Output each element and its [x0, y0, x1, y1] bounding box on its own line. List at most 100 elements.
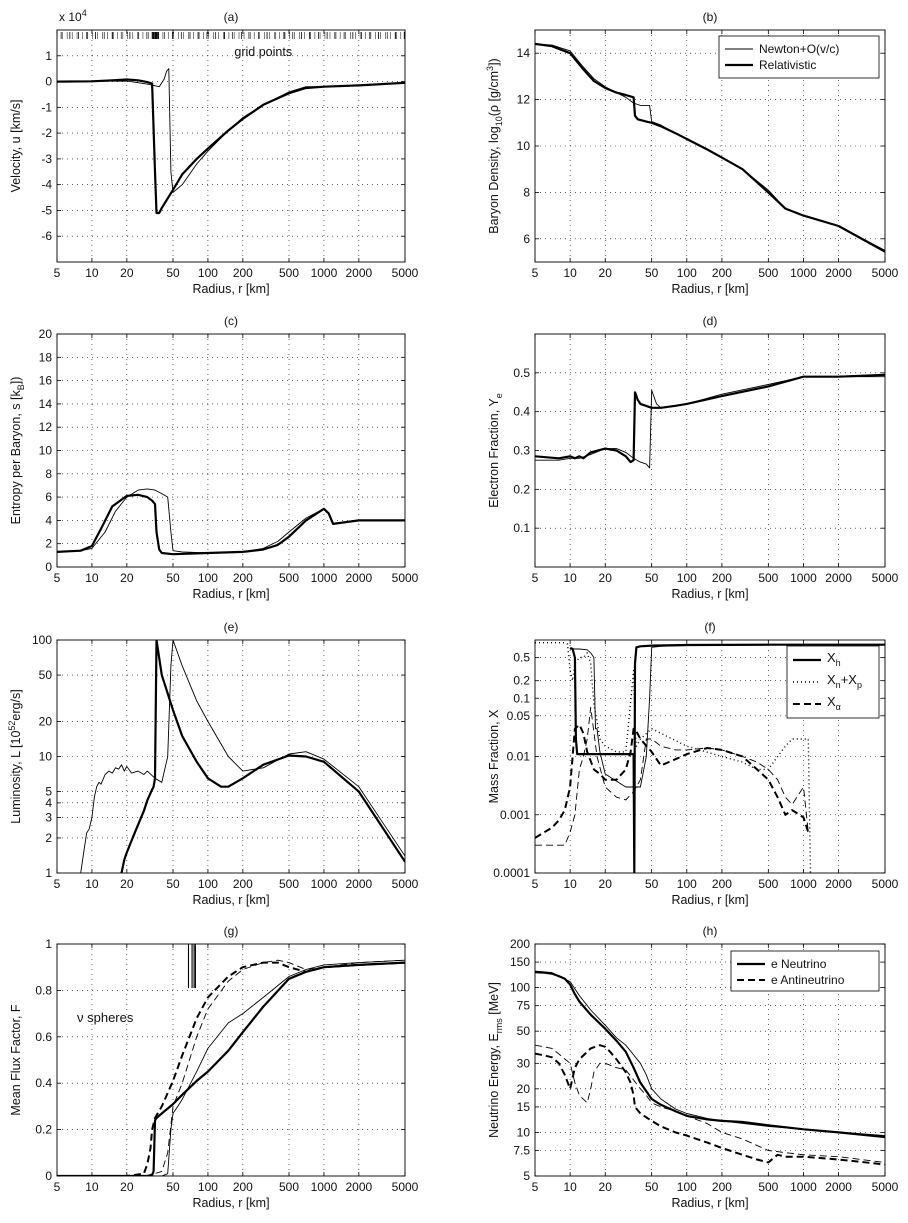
x-tick-label: 1000	[311, 877, 338, 891]
series-group	[80, 640, 405, 873]
x-tick-label: 100	[677, 1180, 697, 1194]
x-tick-label: 50	[645, 571, 659, 585]
y-tick-label: 4	[45, 513, 52, 527]
y-tick-label: 2	[45, 537, 52, 551]
x-tick-label: 1000	[311, 1180, 338, 1194]
y-axis-label: Mean Flux Factor, F	[9, 1004, 23, 1116]
y-tick-label: 14	[39, 397, 53, 411]
panel-f: 5 10 20 50 100 200 500 1000 2000 5000 0.0001 0.001 0…	[487, 620, 899, 907]
x-tick-label: 1000	[311, 571, 338, 585]
y-axis-label: Mass Fraction, X	[487, 709, 501, 803]
x-tick-label: 50	[645, 266, 659, 280]
y-tick-label: 0.0001	[493, 866, 530, 880]
x-tick-label: 200	[233, 266, 253, 280]
panel-a: 5 10 20 50 100 200 500 1000 2000 5000-6-5-4-3-2-1…	[9, 8, 419, 296]
x-tick-label: 50	[166, 1180, 180, 1194]
x-tick-label: 10	[85, 571, 99, 585]
x-tick-label: 500	[279, 1180, 299, 1194]
series-line-2	[535, 970, 885, 1137]
y-tick-label: 14	[517, 46, 531, 60]
x-tick-label: 5000	[872, 877, 899, 891]
legend-entry: Xn+Xp	[827, 672, 862, 690]
x-tick-label: 2000	[825, 266, 852, 280]
x-tick-label: 500	[758, 266, 778, 280]
series-line-1	[57, 961, 405, 1176]
panel-c: 5 10 20 50 100 200 500 1000 2000 5000 0 2 4 6 8 10 12 14 1…	[9, 314, 419, 601]
x-axis-label: Radius, r [km]	[671, 1196, 748, 1210]
y-tick-label: 0	[45, 560, 52, 574]
series-line-5	[535, 706, 809, 846]
legend-entry: Relativistic	[759, 58, 816, 72]
legend-entry: Newton+O(v/c)	[759, 42, 839, 56]
legend: Newton+O(v/c) Relativistic	[718, 35, 880, 79]
x-tick-label: 200	[712, 1180, 732, 1194]
series-line-1	[535, 971, 885, 1139]
y-axis-label: Luminosity, L [1052​erg/s]	[7, 689, 23, 823]
x-tick-label: 50	[166, 266, 180, 280]
y-tick-label: 1	[45, 866, 52, 880]
y-tick-label: 8	[523, 185, 530, 199]
y-tick-label: -3	[41, 152, 52, 166]
y-tick-label: 10	[39, 444, 53, 458]
x-tick-label: 5	[532, 877, 539, 891]
x-tick-label: 500	[758, 877, 778, 891]
legend-entry: e Antineutrino	[771, 973, 845, 987]
y-tick-label: 150	[510, 955, 530, 969]
y-tick-label: 10	[517, 1125, 531, 1139]
x-tick-label: 1000	[790, 571, 817, 585]
x-tick-label: 20	[599, 571, 613, 585]
y-tick-label: 6	[523, 232, 530, 246]
y-tick-label: -1	[41, 100, 52, 114]
x-tick-label: 50	[166, 571, 180, 585]
y-tick-label: 200	[510, 937, 530, 951]
y-tick-label: 0.05	[507, 709, 531, 723]
panel-label: (f)	[704, 620, 715, 634]
y-tick-label: 0	[45, 75, 52, 89]
series-line-1	[569, 643, 885, 873]
y-tick-label: 12	[39, 420, 53, 434]
series-group	[57, 488, 405, 556]
x-tick-label: 2000	[345, 1180, 372, 1194]
y-tick-label: 3	[45, 810, 52, 824]
y-tick-label: 16	[39, 374, 53, 388]
y-tick-label: 7.5	[513, 1143, 530, 1157]
y-axis-label: Baryon Density, log10​(ρ [g/cm3​])	[485, 58, 504, 233]
x-tick-label: 20	[120, 571, 134, 585]
x-tick-label: 2000	[825, 571, 852, 585]
x-tick-label: 2000	[345, 266, 372, 280]
y-tick-label: 12	[517, 93, 531, 107]
x-tick-label: 1000	[790, 877, 817, 891]
x-tick-label: 50	[645, 1180, 659, 1194]
series-group	[535, 642, 885, 873]
x-tick-label: 2000	[825, 877, 852, 891]
y-tick-label: 50	[39, 668, 53, 682]
y-tick-label: 30	[517, 1056, 531, 1070]
y-tick-label: 0.1	[513, 521, 530, 535]
series-line-1	[80, 640, 405, 873]
x-tick-label: 500	[758, 571, 778, 585]
grid-points-label: grid points	[234, 45, 292, 59]
x-tick-label: 5	[532, 571, 539, 585]
y-tick-label: 0.4	[513, 405, 530, 419]
x-axis-label: Radius, r [km]	[671, 282, 748, 296]
series-line-2	[535, 373, 885, 464]
x-tick-label: 50	[645, 877, 659, 891]
x-tick-label: 5000	[392, 1180, 419, 1194]
x-tick-label: 100	[677, 877, 697, 891]
panel-label: (e)	[224, 620, 239, 634]
y-tick-label: 5	[45, 785, 52, 799]
series-line-4	[57, 959, 405, 1176]
y-tick-label: 5	[523, 1169, 530, 1183]
x-tick-label: 10	[563, 266, 577, 280]
legend: Xh Xn+Xp Xα	[786, 645, 880, 719]
y-axis-label: Electron Fraction, Ye​	[487, 393, 504, 508]
y-axis-label: Entropy per Baryon, s [kB​])	[9, 377, 26, 525]
x-tick-label: 5	[54, 1180, 61, 1194]
series-line-1	[57, 68, 405, 193]
y-tick-label: 0.2	[35, 1123, 52, 1137]
y-tick-label: 0.01	[507, 750, 531, 764]
nu-spheres-label: ν spheres	[77, 1010, 134, 1025]
x-tick-label: 200	[712, 266, 732, 280]
x-tick-label: 5	[532, 1180, 539, 1194]
